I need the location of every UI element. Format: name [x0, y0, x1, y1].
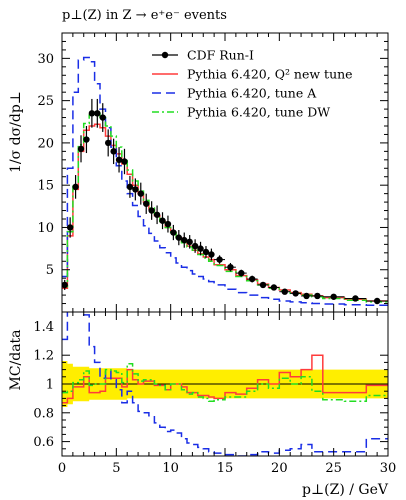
- chart-title: p⊥(Z) in Z → e⁺e⁻ events: [62, 8, 227, 23]
- y-tick-label-main: 15: [37, 179, 54, 194]
- data-point: [72, 183, 79, 191]
- data-point: [186, 238, 193, 246]
- data-point: [110, 148, 117, 155]
- legend-marker-point: [161, 51, 169, 59]
- y-tick-label-ratio: 0.8: [33, 406, 54, 421]
- legend-label: Pythia 6.420, tune A: [187, 86, 317, 101]
- y-tick-label-ratio: 1.4: [33, 320, 54, 335]
- legend-label: CDF Run-I: [187, 48, 254, 63]
- data-point: [115, 156, 123, 164]
- data-point: [137, 190, 144, 197]
- x-tick-label: 0: [58, 461, 66, 476]
- x-tick-label: 15: [217, 461, 234, 476]
- y-tick-label-main: 25: [37, 94, 54, 109]
- ratio-series-0: [62, 354, 388, 404]
- y-tick-label-main: 5: [46, 263, 54, 278]
- data-point: [303, 292, 310, 300]
- data-point: [227, 263, 234, 271]
- ratio-plot: 0 5 10 15 20 25 30 0.6 0.8 1 1.2 1.4: [33, 311, 397, 476]
- data-point: [352, 295, 359, 302]
- ratio-series-2: [62, 363, 388, 403]
- main-series-2: [62, 56, 388, 306]
- data-point: [281, 288, 288, 295]
- data-point: [238, 269, 245, 277]
- data-point: [126, 183, 134, 191]
- data-point: [314, 292, 321, 300]
- data-point: [66, 224, 74, 231]
- data-point: [330, 293, 337, 300]
- legend: CDF Run-I Pythia 6.420, Q² new tune Pythia…: [152, 48, 353, 120]
- data-point: [94, 110, 101, 117]
- data-point: [197, 245, 204, 252]
- data-point: [270, 284, 278, 291]
- ratio-y-axis-title: MC/data: [8, 329, 24, 390]
- data-point: [99, 114, 106, 121]
- data-point: [153, 211, 161, 218]
- x-tick-label: 10: [162, 461, 179, 476]
- data-point: [159, 217, 166, 224]
- legend-label: Pythia 6.420, tune DW: [187, 105, 330, 120]
- data-point: [83, 136, 90, 143]
- y-tick-label-main: 10: [37, 221, 54, 236]
- data-point: [216, 256, 223, 263]
- data-point: [170, 229, 177, 236]
- data-point: [104, 139, 112, 147]
- data-point: [292, 290, 299, 297]
- main-y-axis-title: 1/σ dσ/dp⊥: [8, 91, 24, 173]
- data-point: [121, 158, 128, 165]
- x-tick-label: 20: [271, 461, 288, 476]
- data-point: [148, 207, 155, 214]
- data-point: [132, 186, 139, 193]
- main-series-3: [62, 112, 388, 303]
- legend-label: Pythia 6.420, Q² new tune: [187, 67, 353, 82]
- data-point: [259, 281, 267, 289]
- data-point: [202, 248, 210, 256]
- y-tick-label-main: 20: [37, 136, 54, 151]
- data-point: [143, 200, 150, 207]
- data-point: [248, 275, 256, 283]
- main-plot: 5 10 15 20 25 30: [37, 32, 389, 313]
- data-point: [88, 110, 96, 117]
- data-point: [181, 236, 188, 244]
- x-axis-title: p⊥(Z) / GeV: [302, 482, 389, 498]
- x-tick-label: 25: [325, 461, 342, 476]
- x-tick-label: 5: [112, 461, 120, 476]
- ratio-series-1: [62, 312, 388, 456]
- x-tick-label: 30: [380, 461, 397, 476]
- y-tick-label-ratio: 0.6: [33, 435, 54, 450]
- y-tick-label-ratio: 1: [46, 378, 54, 393]
- data-point: [373, 297, 381, 305]
- y-tick-label-main: 30: [37, 52, 54, 67]
- data-point: [191, 242, 199, 250]
- data-point: [208, 251, 215, 258]
- data-point: [77, 145, 85, 153]
- data-point: [164, 220, 172, 228]
- y-tick-label-ratio: 1.2: [33, 349, 54, 364]
- data-point: [175, 234, 183, 241]
